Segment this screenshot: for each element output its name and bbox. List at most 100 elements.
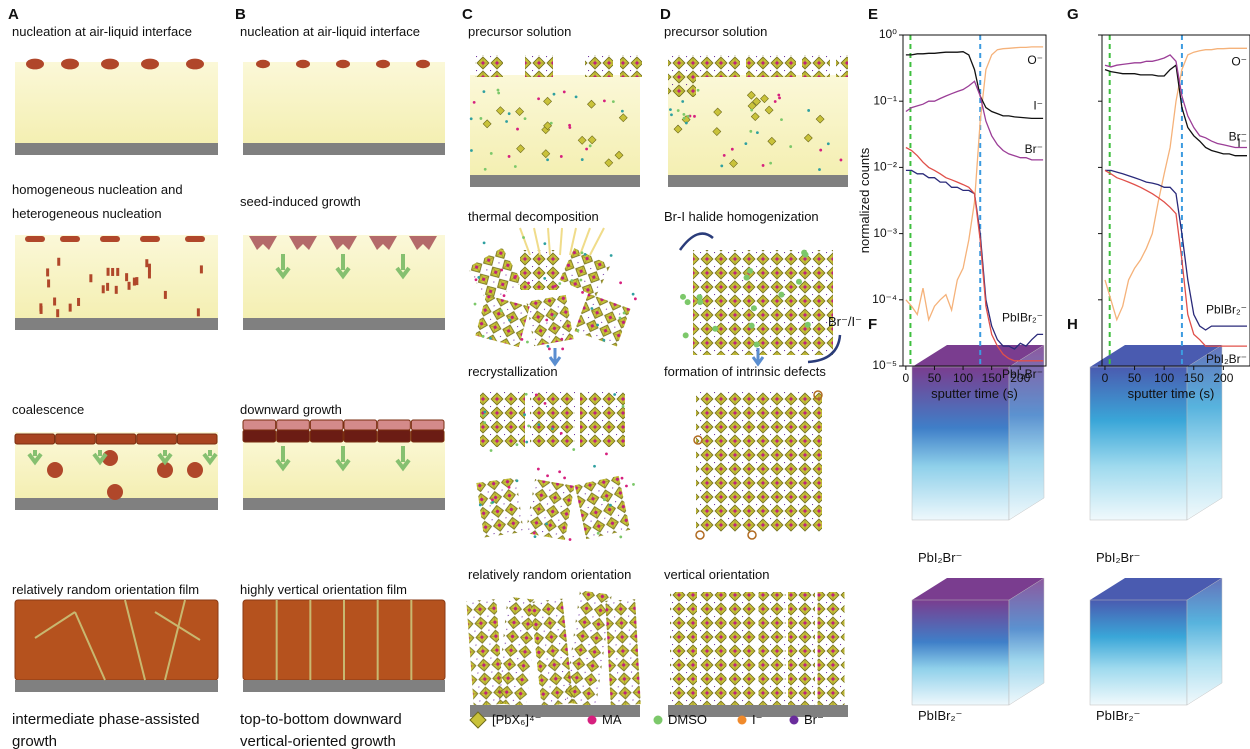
cube-label: PbIBr₂⁻ (1096, 708, 1141, 723)
ion (631, 292, 635, 296)
ion (520, 337, 524, 341)
ion (780, 118, 783, 122)
lattice (559, 248, 611, 297)
ion (553, 284, 557, 288)
substrate (470, 705, 640, 717)
ion (473, 302, 477, 306)
ion (761, 164, 765, 167)
seed (289, 236, 317, 250)
rod (56, 309, 60, 318)
cube-front (1089, 599, 1188, 706)
ion (546, 474, 549, 478)
ion (543, 401, 547, 405)
dmso (697, 299, 704, 306)
dmso (750, 305, 757, 312)
dmso (743, 274, 750, 281)
step-label: nucleation at air-liquid interface (12, 24, 192, 39)
substrate (668, 175, 848, 187)
substrate (668, 705, 848, 717)
exchange-arrow (807, 334, 842, 364)
lattice (699, 592, 727, 705)
rod (125, 273, 129, 282)
escape-arrow (547, 227, 551, 256)
panel-letter: G (1067, 6, 1079, 23)
ion (524, 392, 528, 396)
ion (477, 276, 481, 279)
film-bottom (343, 429, 378, 443)
seed (369, 236, 397, 250)
film-top (377, 419, 411, 431)
ion (730, 147, 734, 151)
ion (621, 404, 625, 408)
ion (590, 307, 594, 310)
y-tick-label: 10⁻⁵ (872, 358, 897, 372)
x-tick-label: 50 (1128, 371, 1142, 385)
nucleus (376, 59, 390, 69)
series-line (1104, 54, 1247, 149)
precursor (541, 125, 551, 135)
series-line (905, 146, 1044, 362)
ion (619, 281, 623, 285)
substrate (15, 498, 218, 510)
defect (747, 530, 757, 540)
ion (676, 109, 680, 112)
arrow (275, 254, 291, 280)
dmso (682, 332, 689, 339)
caption: intermediate phase-assisted growth (12, 711, 200, 749)
ion (549, 121, 553, 125)
ion (602, 498, 606, 502)
panel-letter: D (660, 6, 671, 23)
rod (147, 270, 151, 279)
step-label: highly vertical orientation film (240, 582, 407, 597)
solution (15, 235, 218, 318)
step-label: seed-induced growth (240, 194, 361, 209)
precursor (673, 124, 683, 134)
seed (249, 236, 277, 250)
cluster (187, 462, 203, 478)
substrate (15, 318, 218, 330)
ion (502, 294, 506, 298)
lattice (530, 598, 574, 707)
film-bottom (410, 429, 445, 443)
ion (525, 440, 529, 444)
ion (722, 153, 726, 157)
ion (620, 476, 624, 480)
ion (618, 316, 622, 320)
cube-label: PbI₂Br⁻ (1096, 550, 1141, 565)
series-label: Br⁻ (1025, 142, 1043, 156)
ion (720, 164, 724, 168)
series-label: PbIBr₂⁻ (1002, 311, 1043, 325)
grain-boundary (124, 599, 146, 681)
ion (633, 297, 637, 301)
rod (101, 285, 105, 294)
ion (684, 121, 688, 125)
lattice (530, 392, 575, 447)
ion (474, 278, 478, 282)
y-tick-label: 10⁻⁴ (872, 292, 897, 306)
solution (243, 62, 445, 143)
ion (570, 279, 574, 282)
series-label: I⁻ (1237, 136, 1247, 150)
ion (560, 337, 564, 341)
ion (749, 129, 753, 133)
lattice (585, 55, 613, 77)
rod (196, 308, 200, 317)
ion (545, 522, 548, 526)
nucleus (26, 58, 44, 70)
bar-segment (95, 433, 137, 445)
step-label: formation of intrinsic defects (664, 364, 826, 379)
dmso (802, 251, 809, 258)
ion (576, 328, 580, 332)
legend-mark (789, 715, 799, 725)
plot-frame (902, 34, 1047, 367)
series-label: PbIBr₂⁻ (1206, 302, 1247, 316)
substrate (243, 143, 445, 155)
nucleus (186, 58, 204, 70)
cube-top (912, 578, 1044, 600)
nucleus (61, 58, 79, 70)
precursor (729, 158, 738, 168)
y-axis-label: normalized counts (857, 147, 872, 253)
rod (199, 265, 203, 274)
